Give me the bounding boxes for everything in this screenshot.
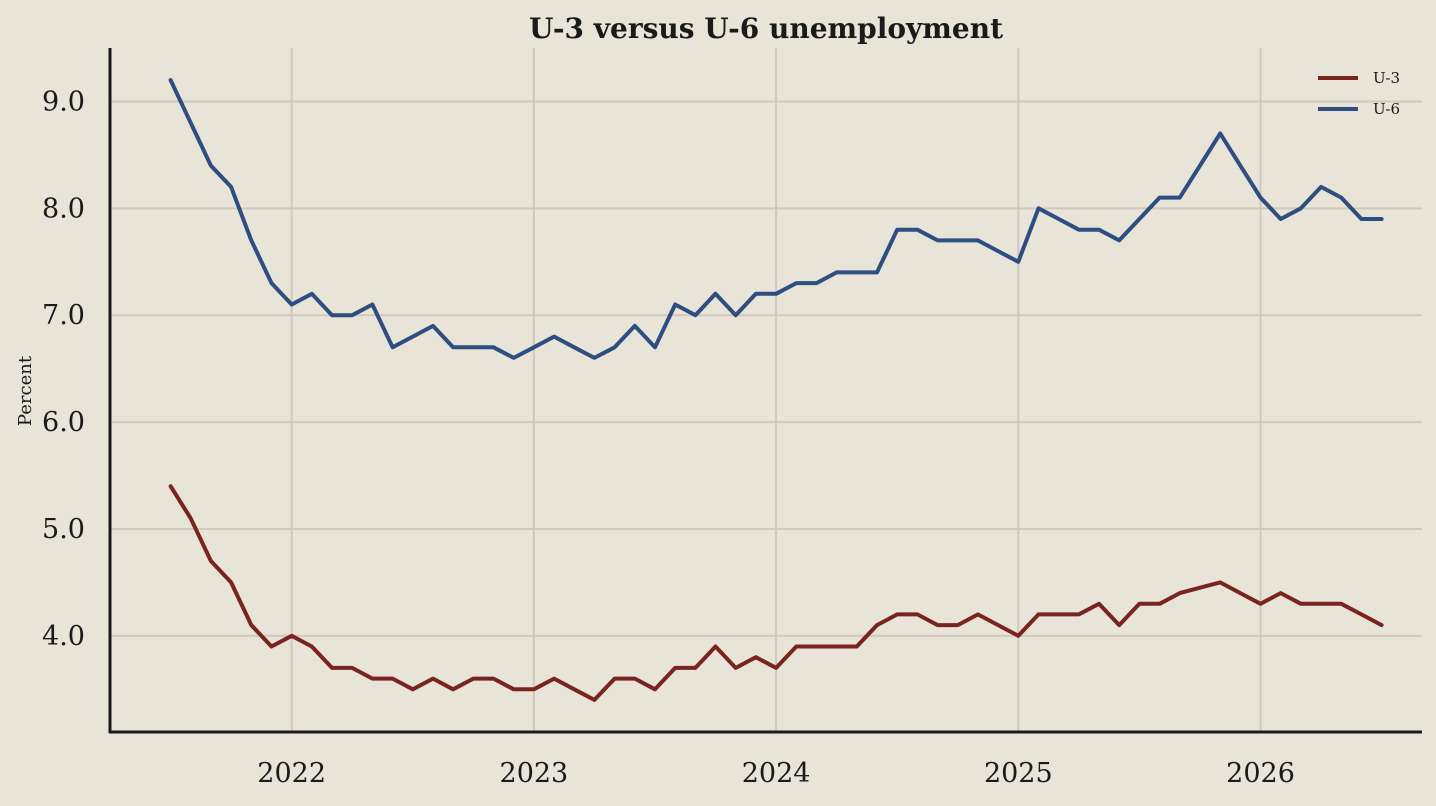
x-tick-label: 2024 xyxy=(742,758,811,789)
x-tick-label: 2022 xyxy=(257,758,326,789)
series-line-u-3 xyxy=(168,484,1384,702)
x-tick-label: 2026 xyxy=(1226,758,1295,789)
y-axis-label: Percent xyxy=(15,355,36,426)
series-line-u-6 xyxy=(168,78,1384,360)
series-lines xyxy=(168,78,1384,702)
y-tick-label: 5.0 xyxy=(42,514,85,545)
legend-label-u-3: U-3 xyxy=(1373,69,1400,87)
y-tick-label: 6.0 xyxy=(42,407,85,438)
chart-title: U-3 versus U-6 unemployment xyxy=(529,12,1003,45)
y-axis-ticks: 4.0 5.0 6.0 7.0 8.0 9.0 xyxy=(42,86,85,651)
x-tick-label: 2023 xyxy=(500,758,569,789)
x-axis-ticks: 2022 2023 2024 2025 2026 xyxy=(257,758,1295,789)
legend-label-u-6: U-6 xyxy=(1373,100,1400,118)
legend: U-3 U-6 xyxy=(1318,69,1400,118)
y-tick-label: 7.0 xyxy=(42,300,85,331)
gridlines xyxy=(110,48,1422,732)
y-tick-label: 9.0 xyxy=(42,86,85,117)
y-tick-label: 4.0 xyxy=(42,621,85,652)
y-tick-label: 8.0 xyxy=(42,193,85,224)
x-tick-label: 2025 xyxy=(984,758,1053,789)
axes xyxy=(108,48,1422,734)
